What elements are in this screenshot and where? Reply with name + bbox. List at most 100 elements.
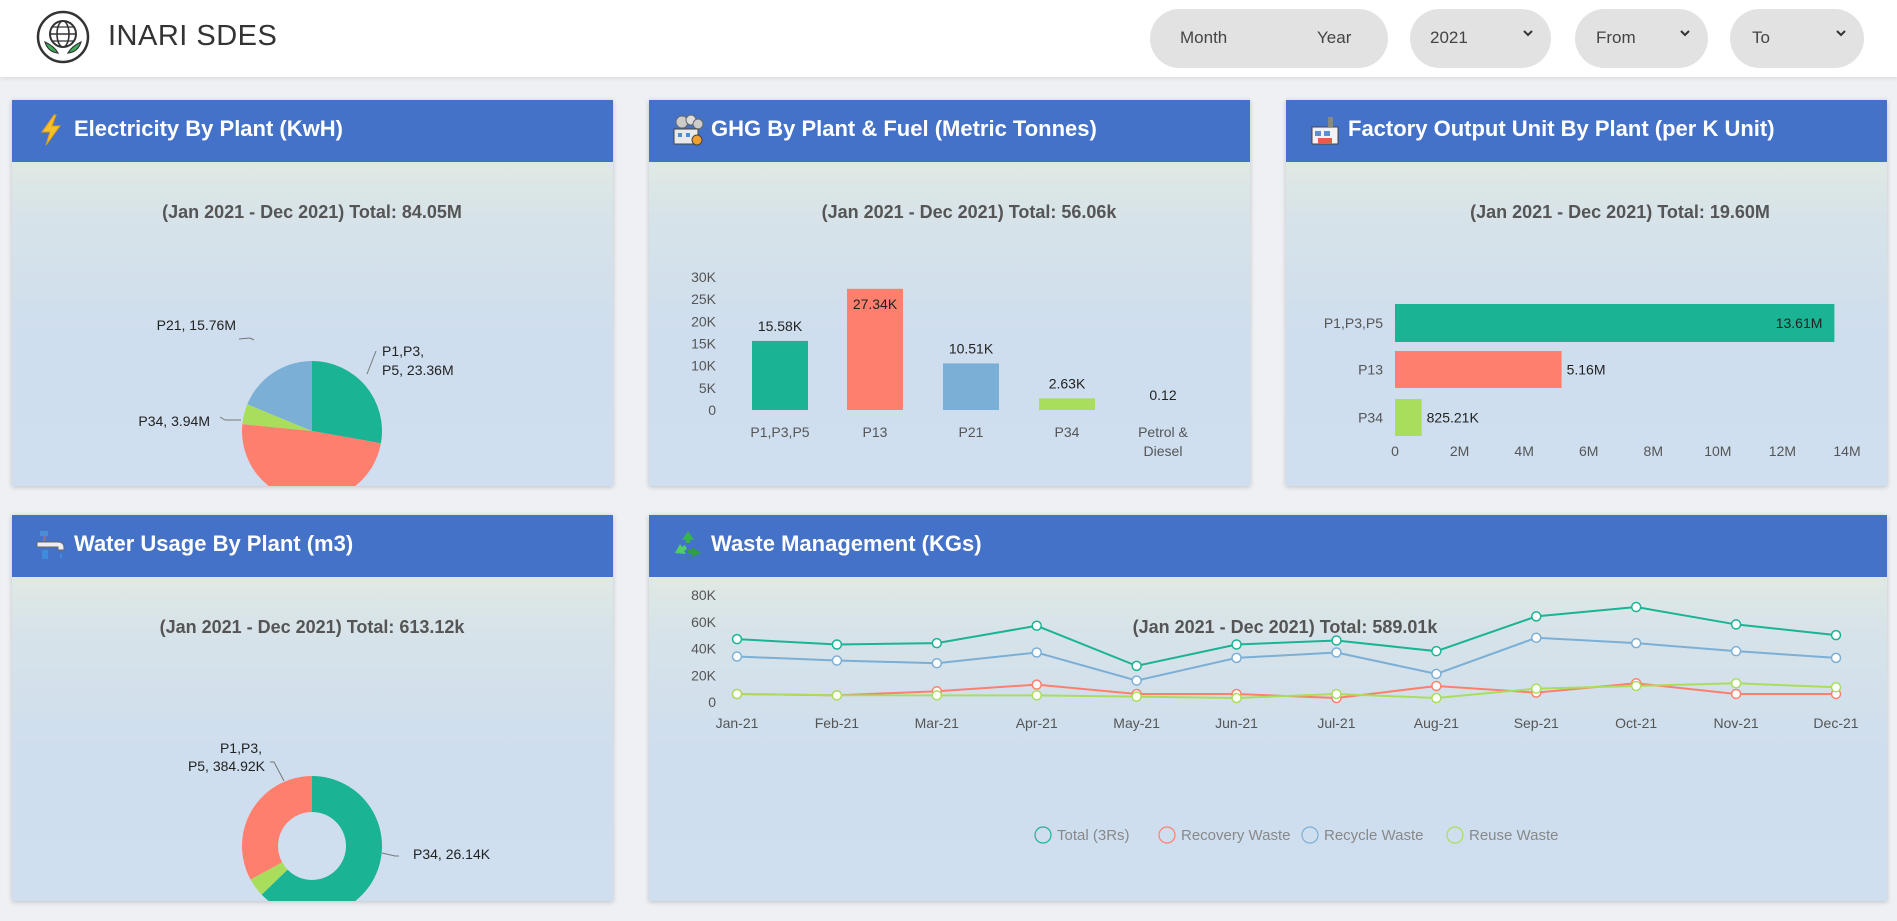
x-tick-label: P21 [959, 424, 984, 440]
y-tick-label: 10K [691, 358, 717, 374]
data-point [1131, 660, 1142, 672]
y-tick-label: 20K [691, 313, 717, 329]
leader-line [270, 761, 285, 782]
data-point [1830, 629, 1842, 641]
data-point [1730, 645, 1742, 657]
ghg-bar-chart: (Jan 2021 - Dec 2021) Total: 56.06k 0 5K 1… [691, 202, 1191, 459]
month-option[interactable]: Month [1180, 28, 1228, 47]
x-tick-label: P1,P3,P5 [750, 424, 809, 440]
bar-value-label: 27.34K [853, 296, 898, 312]
x-tick-label: 0 [1391, 443, 1399, 459]
x-tick-label: Jan-21 [716, 715, 759, 731]
data-point [1830, 652, 1842, 664]
data-point [1331, 688, 1342, 700]
legend-label: Recycle Waste [1324, 827, 1423, 844]
to-select[interactable]: To [1730, 9, 1864, 68]
card-title: Waste Management (KGs) [711, 531, 982, 556]
data-point [1431, 645, 1442, 657]
data-point [1131, 675, 1142, 686]
data-point [731, 633, 743, 645]
year-option[interactable]: Year [1317, 28, 1352, 47]
card-title: Factory Output Unit By Plant (per K Unit… [1348, 116, 1775, 141]
year-select[interactable]: 2021 [1410, 9, 1551, 68]
y-tick-label: 15K [691, 336, 717, 352]
electricity-pie-chart: (Jan 2021 - Dec 2021) Total: 84.05M P1,P… [138, 202, 462, 486]
x-tick-label: May-21 [1113, 715, 1160, 731]
app-title: INARI SDES [108, 20, 278, 52]
factory-output-bar-chart: (Jan 2021 - Dec 2021) Total: 19.60M P1,P… [1324, 202, 1861, 459]
card-header: Waste Management (KGs) [649, 515, 1887, 577]
x-tick-label: Aug-21 [1414, 715, 1459, 731]
card-title: GHG By Plant & Fuel (Metric Tonnes) [711, 116, 1097, 141]
donut-slice [241, 776, 312, 880]
bar [847, 288, 903, 410]
data-point [931, 690, 943, 701]
card-title: Water Usage By Plant (m3) [74, 531, 354, 556]
data-point [1231, 692, 1242, 704]
donut-slice [250, 862, 288, 895]
x-tick-label: 6M [1579, 443, 1598, 459]
series-line [736, 636, 1837, 682]
leader-line [219, 416, 241, 421]
bar-value-label: 15.58K [758, 318, 803, 334]
slice-label: P1,P3, [382, 343, 424, 359]
data-point [1231, 652, 1242, 664]
x-tick-label: Oct-21 [1615, 715, 1657, 731]
data-point [1531, 632, 1542, 644]
chevron-down-icon [1836, 30, 1846, 37]
slice-label: P21, 15.76M [157, 317, 236, 333]
leader-line [366, 350, 377, 375]
y-tick-label: 5K [699, 380, 717, 396]
x-tick-label: 2M [1450, 443, 1469, 459]
ghg-card: GHG By Plant & Fuel (Metric Tonnes) (Jan… [649, 100, 1250, 486]
to-select-label: To [1752, 28, 1770, 47]
x-tick-label: 4M [1514, 443, 1533, 459]
slice-label: P1,P3, [220, 740, 262, 756]
y-tick-label: P34 [1358, 410, 1383, 426]
data-point [931, 637, 943, 649]
recycle-icon [675, 531, 701, 557]
y-tick-label: 60K [691, 614, 717, 630]
waste-line-chart: (Jan 2021 - Dec 2021) Total: 589.01k 0 20… [691, 587, 1859, 844]
slice-label: P5, 23.36M [382, 362, 454, 378]
legend-marker [1446, 826, 1464, 844]
chart-subtitle: (Jan 2021 - Dec 2021) Total: 589.01k [1133, 617, 1439, 637]
slice-label: P34, 3.94M [138, 413, 210, 429]
x-tick-label: Sep-21 [1514, 715, 1559, 731]
x-tick-label: Nov-21 [1714, 715, 1759, 731]
series-line [736, 606, 1837, 667]
data-point [1531, 683, 1542, 694]
card-header: Electricity By Plant (KwH) [12, 100, 613, 162]
legend-marker [1034, 826, 1052, 844]
data-point [1231, 639, 1242, 650]
pie-slice [242, 404, 312, 431]
data-point [1031, 690, 1042, 701]
legend-label: Recovery Waste [1181, 827, 1290, 844]
data-point [1431, 680, 1442, 692]
x-tick-label: Mar-21 [915, 715, 960, 731]
leader-line [381, 852, 399, 857]
series-line [736, 682, 1837, 699]
data-point [831, 639, 843, 650]
bar [1039, 398, 1095, 410]
data-point [1031, 620, 1042, 632]
from-select[interactable]: From [1575, 9, 1708, 68]
water-tap-icon [36, 531, 65, 559]
data-point [931, 657, 943, 669]
x-tick-label: 14M [1833, 443, 1860, 459]
bar [1395, 351, 1562, 388]
water-donut-chart: (Jan 2021 - Dec 2021) Total: 613.12k P1,… [160, 617, 491, 901]
water-card: Water Usage By Plant (m3) (Jan 2021 - De… [12, 515, 613, 901]
data-point [831, 690, 843, 701]
x-tick-label: Jul-21 [1317, 715, 1355, 731]
data-point [1031, 679, 1042, 690]
month-year-toggle[interactable]: Month Year [1150, 9, 1388, 68]
data-point [1331, 635, 1342, 646]
from-select-label: From [1596, 28, 1636, 47]
chart-subtitle: (Jan 2021 - Dec 2021) Total: 84.05M [162, 202, 462, 222]
x-tick-label: P34 [1055, 424, 1080, 440]
data-point [1630, 601, 1642, 613]
top-bar: INARI SDES Month Year 2021 From To [0, 0, 1897, 77]
factory-output-card: Factory Output Unit By Plant (per K Unit… [1286, 100, 1887, 486]
data-point [831, 655, 843, 666]
